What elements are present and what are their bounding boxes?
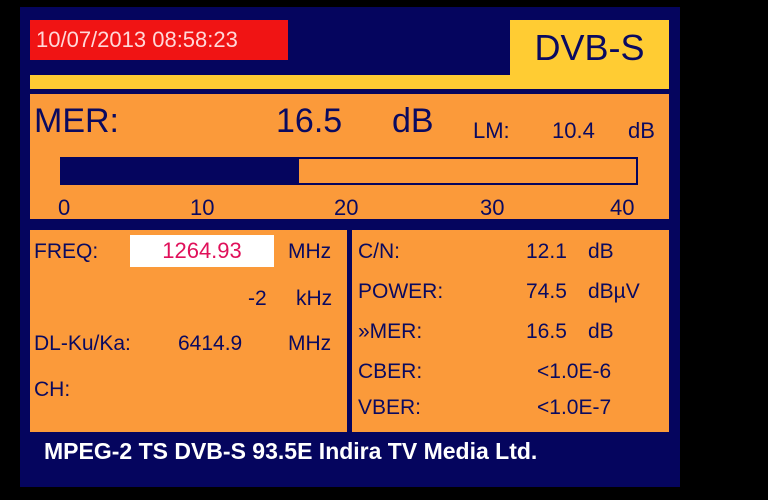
cber-label: CBER: (358, 360, 423, 383)
power-value: 74.5 (526, 280, 567, 303)
lm-unit: dB (628, 118, 655, 143)
scale-40: 40 (610, 195, 635, 220)
cn-label: C/N: (358, 240, 400, 263)
scale-10: 10 (190, 195, 215, 220)
mer-label: MER: (34, 102, 119, 140)
cn-value: 12.1 (526, 240, 567, 263)
datetime: 10/07/2013 08:58:23 (30, 20, 288, 60)
dl-unit: MHz (288, 332, 332, 355)
mer-value: 16.5 (276, 102, 343, 140)
service-info: MPEG-2 TS DVB-S 93.5E Indira TV Media Lt… (44, 438, 538, 464)
ch-label: CH: (34, 378, 71, 401)
mer2-unit: dB (588, 320, 614, 343)
freq-label: FREQ: (34, 240, 99, 263)
mer-panel: MER: 16.5 dB LM: 10.4 dB 0 10 20 30 40 (30, 94, 669, 220)
offset-value: -2 (248, 287, 267, 310)
mer2-value: 16.5 (526, 320, 567, 343)
dl-label: DL-Ku/Ka: (34, 332, 131, 355)
offset-unit: kHz (296, 287, 333, 310)
power-unit: dBµV (588, 280, 640, 303)
cn-unit: dB (588, 240, 614, 263)
lm-value: 10.4 (552, 118, 595, 143)
freq-unit: MHz (288, 240, 332, 263)
scale-20: 20 (334, 195, 359, 220)
freq-input[interactable]: 1264.93 (130, 235, 274, 267)
scale-30: 30 (480, 195, 505, 220)
dl-value: 6414.9 (178, 332, 243, 355)
mer-level-fill (62, 159, 299, 183)
mer-level-bar (60, 157, 638, 185)
mode-badge: DVB-S (510, 20, 669, 89)
frequency-panel: FREQ: 1264.93 MHz -2 kHz DL-Ku/Ka: 6414.… (30, 230, 347, 432)
cber-value: <1.0E-6 (537, 360, 612, 383)
vber-label: VBER: (358, 396, 422, 419)
power-label: POWER: (358, 280, 444, 303)
mer-unit: dB (392, 102, 434, 140)
header-strip (30, 75, 669, 89)
scale-0: 0 (58, 195, 71, 220)
vber-value: <1.0E-7 (537, 396, 612, 419)
measurements-panel: C/N: 12.1 dB POWER: 74.5 dBµV »MER: 16.5… (352, 230, 669, 432)
lm-label: LM: (473, 118, 510, 143)
mer2-label: »MER: (358, 320, 423, 343)
